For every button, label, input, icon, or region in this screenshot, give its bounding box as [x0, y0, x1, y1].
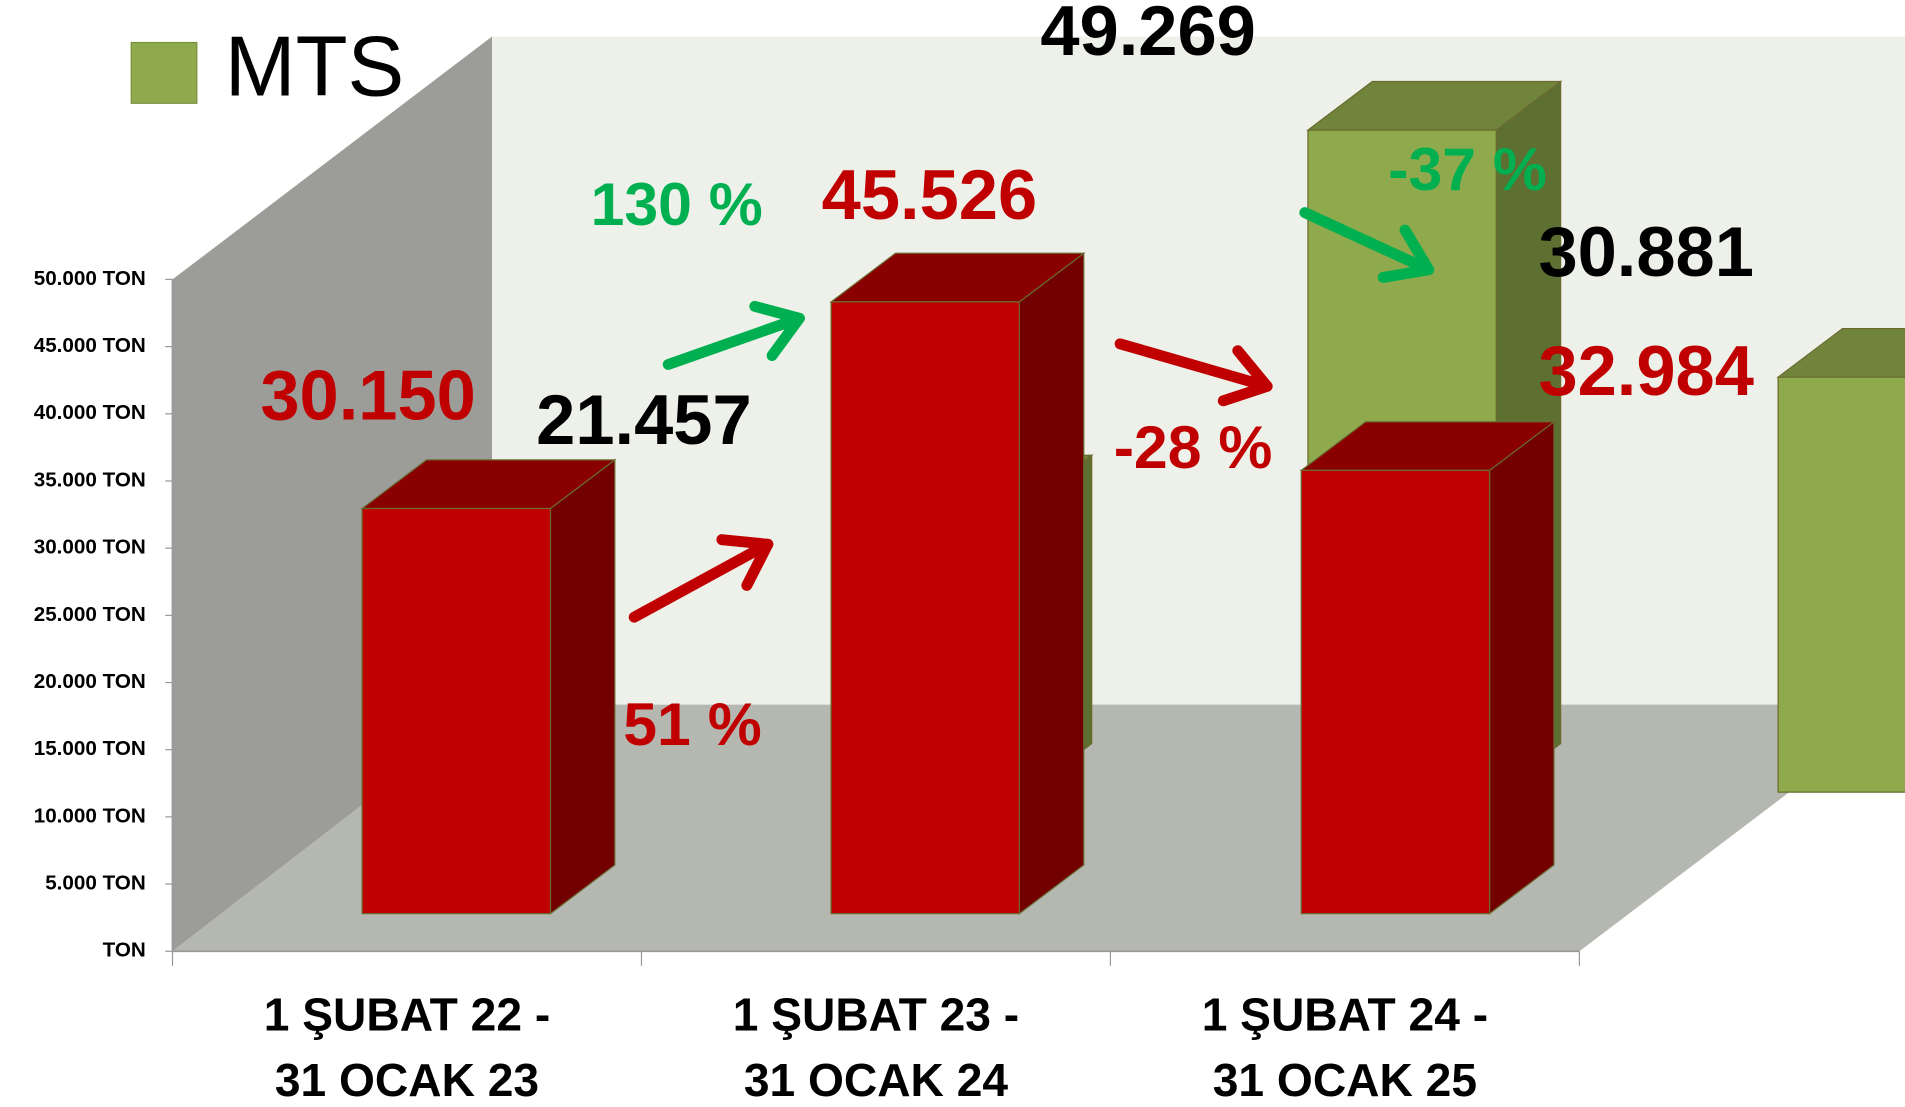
y-tick-label: 50.000 TON	[34, 267, 146, 290]
x-tick-label: 31 OCAK 24	[744, 1054, 1009, 1106]
value-label: 32.984	[1538, 331, 1754, 410]
y-tick-label: 35.000 TON	[34, 468, 146, 491]
arrow-head	[1217, 345, 1273, 407]
y-tick-label: TON	[103, 939, 146, 962]
bar-front	[830, 301, 1020, 915]
arrow-head	[1377, 224, 1435, 283]
bar-front	[1777, 376, 1905, 793]
x-tick-label: 31 OCAK 23	[275, 1054, 539, 1106]
legend-swatch	[130, 41, 198, 104]
value-label: 30.150	[260, 356, 476, 435]
arrow-shaft	[662, 312, 805, 370]
arrow-shaft	[1299, 207, 1435, 276]
arrow-shaft	[1114, 338, 1273, 392]
bar-front	[361, 507, 552, 915]
value-label: 45.526	[822, 155, 1038, 234]
legend-label: MTS	[225, 19, 405, 114]
y-tick-label: 20.000 TON	[34, 670, 146, 693]
annotation: 130 %	[591, 170, 763, 238]
y-tick-label: 25.000 TON	[34, 603, 146, 626]
bar-side	[549, 458, 616, 915]
y-tick-label: 30.000 TON	[34, 536, 146, 559]
arrow-shaft	[628, 538, 774, 623]
chart-body: MTS TON 5.000 TON 10.000 TON 15.000 TON 20.0…	[34, 0, 1905, 1106]
annotation: -37 %	[1388, 135, 1547, 203]
arrow-head	[716, 534, 774, 591]
y-tick-label: 15.000 TON	[34, 737, 146, 760]
bar-side	[1488, 420, 1555, 915]
annotation: 51 %	[623, 690, 761, 758]
value-label: 21.457	[536, 380, 752, 459]
x-tick-label: 1 ŞUBAT 24 -	[1202, 988, 1488, 1040]
annotation: -28 %	[1114, 413, 1273, 481]
y-tick-label: 45.000 TON	[34, 334, 146, 357]
y-tick-label: 10.000 TON	[34, 804, 146, 827]
arrow-head	[749, 300, 805, 362]
x-tick-label: 1 ŞUBAT 22 -	[264, 988, 550, 1040]
bar-front	[1300, 469, 1491, 915]
value-label: 49.269	[1040, 0, 1256, 70]
y-tick-label: 5.000 TON	[45, 872, 146, 895]
bar-side	[1018, 252, 1085, 915]
y-tick-label: 40.000 TON	[34, 401, 146, 424]
x-tick-label: 1 ŞUBAT 23 -	[733, 988, 1019, 1040]
value-label: 30.881	[1538, 212, 1754, 291]
x-tick-label: 31 OCAK 25	[1213, 1054, 1477, 1106]
